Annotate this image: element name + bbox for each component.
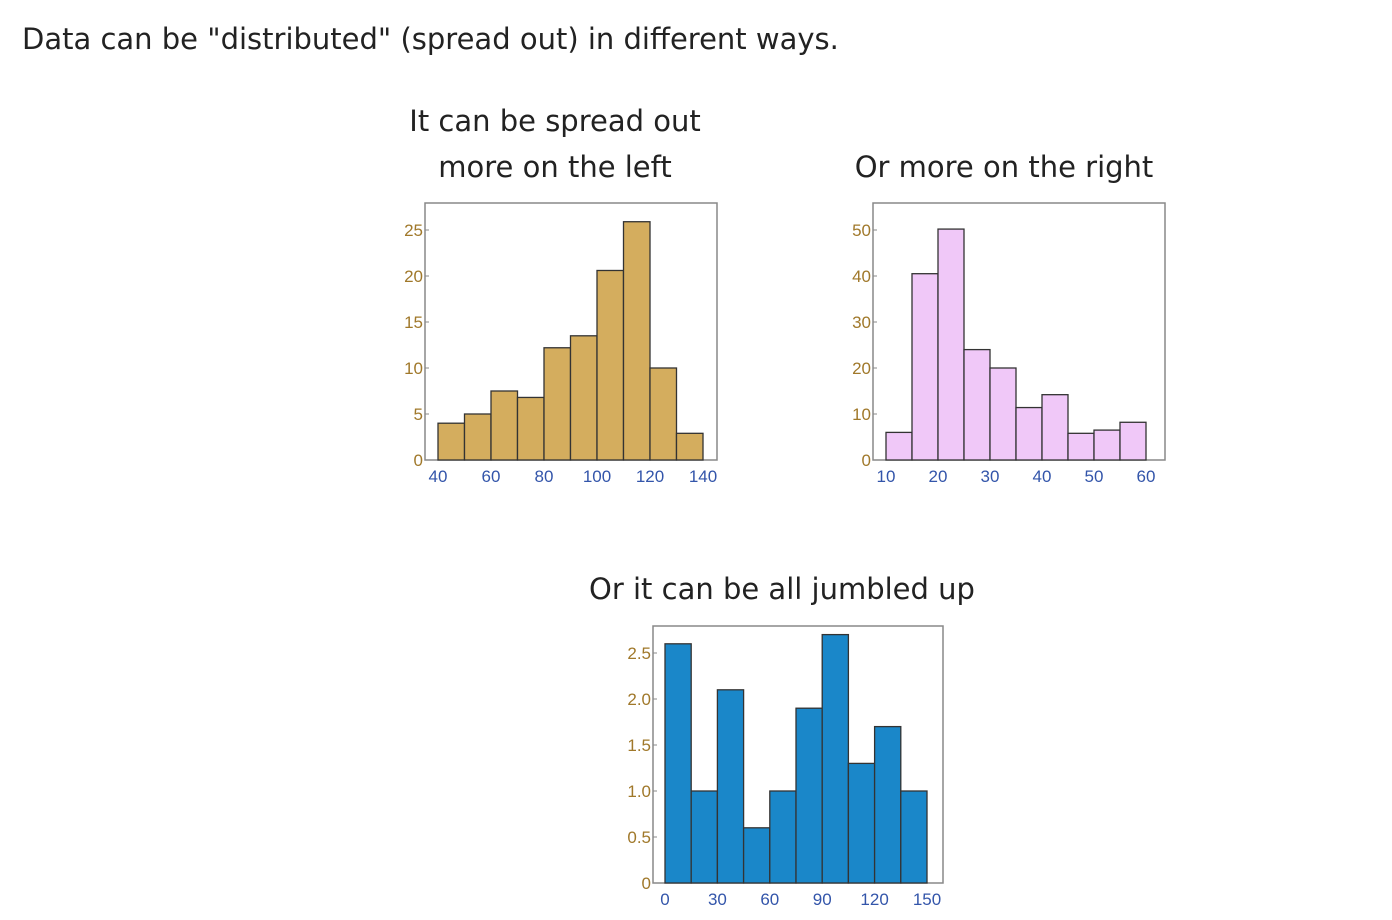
- x-tick-label: 60: [760, 890, 779, 909]
- y-tick-label: 2.0: [627, 690, 651, 709]
- y-tick-label: 10: [404, 359, 423, 378]
- chart-1-caption-line-1: It can be spread out: [409, 104, 701, 138]
- y-tick-label: 30: [852, 313, 871, 332]
- x-tick-label: 60: [482, 467, 501, 486]
- histogram-bar: [1119, 421, 1147, 461]
- x-tick-label: 10: [877, 467, 896, 486]
- x-tick-label: 20: [929, 467, 948, 486]
- histogram-bar: [516, 396, 545, 461]
- histogram-bar: [821, 633, 850, 884]
- x-tick-label: 30: [981, 467, 1000, 486]
- histogram-bar: [963, 348, 991, 461]
- histogram-bar: [937, 228, 965, 461]
- histogram-bar: [437, 422, 466, 461]
- x-tick-label: 140: [689, 467, 717, 486]
- chart-2-caption: Or more on the right: [820, 144, 1188, 190]
- x-tick-label: 150: [913, 890, 941, 909]
- y-tick-label: 15: [404, 313, 423, 332]
- chart-1-caption-line-2: more on the left: [438, 150, 672, 184]
- histogram-bar: [900, 790, 928, 884]
- y-tick-label: 1.0: [627, 782, 651, 801]
- chart-1-caption: It can be spread out more on the left: [372, 98, 738, 190]
- x-tick-label: 40: [429, 467, 448, 486]
- x-tick-label: 0: [660, 890, 669, 909]
- histogram-bar: [1093, 429, 1121, 461]
- intro-text: Data can be "distributed" (spread out) i…: [22, 22, 839, 56]
- histogram-bar: [911, 273, 939, 461]
- y-tick-label: 25: [404, 221, 423, 240]
- chart-2-caption-line-1: Or more on the right: [854, 150, 1154, 184]
- histogram-right-skewed: 0 10 20 30 40 50 10 20 30 40 50 60: [852, 202, 1166, 486]
- histogram-bar: [1015, 406, 1043, 461]
- y-tick-label: 0: [414, 451, 423, 470]
- x-tick-label: 100: [583, 467, 611, 486]
- x-tick-label: 60: [1137, 467, 1156, 486]
- histogram-left-skewed: 0 5 10 15 20 25 40 60 80 100 120 140: [404, 202, 718, 486]
- y-tick-label: 0.5: [627, 828, 651, 847]
- histogram-bar: [716, 689, 745, 884]
- histogram-bar: [769, 790, 797, 884]
- x-tick-label: 90: [813, 890, 832, 909]
- histogram-bar: [690, 790, 719, 884]
- histogram-bar: [675, 432, 704, 461]
- histogram-bar: [989, 367, 1017, 461]
- y-tick-label: 50: [852, 221, 871, 240]
- y-tick-label: 2.5: [627, 644, 651, 663]
- histogram-bar: [1041, 394, 1069, 461]
- histogram-jumbled: 0 0.5 1.0 1.5 2.0 2.5 0 30 60 90 120 150: [627, 625, 944, 909]
- y-tick-label: 0: [862, 451, 871, 470]
- histogram-bar: [596, 269, 625, 461]
- histogram-bar: [873, 725, 902, 884]
- histogram-bar: [490, 390, 519, 461]
- y-tick-label: 1.5: [627, 736, 651, 755]
- histogram-bar: [795, 707, 823, 884]
- x-tick-label: 30: [708, 890, 727, 909]
- x-tick-label: 40: [1033, 467, 1052, 486]
- histogram-bar: [664, 643, 692, 884]
- y-tick-label: 5: [414, 405, 423, 424]
- chart-3-caption-line-1: Or it can be all jumbled up: [589, 572, 975, 606]
- x-tick-label: 80: [535, 467, 554, 486]
- histogram-bar: [543, 347, 572, 461]
- y-tick-label: 20: [404, 267, 423, 286]
- histogram-bar: [463, 413, 492, 461]
- y-tick-label: 0: [642, 874, 651, 893]
- x-tick-label: 120: [636, 467, 664, 486]
- histogram-bar: [649, 367, 678, 461]
- x-tick-label: 50: [1085, 467, 1104, 486]
- histogram-bar: [885, 431, 913, 461]
- histogram-bar: [742, 827, 771, 884]
- y-tick-label: 10: [852, 405, 871, 424]
- histogram-bar: [622, 221, 651, 461]
- histogram-bar: [569, 335, 598, 461]
- histogram-bar: [847, 762, 876, 884]
- chart-3-caption: Or it can be all jumbled up: [560, 566, 1004, 612]
- y-tick-label: 20: [852, 359, 871, 378]
- y-tick-label: 40: [852, 267, 871, 286]
- x-tick-label: 120: [860, 890, 888, 909]
- histogram-bar: [1067, 432, 1095, 461]
